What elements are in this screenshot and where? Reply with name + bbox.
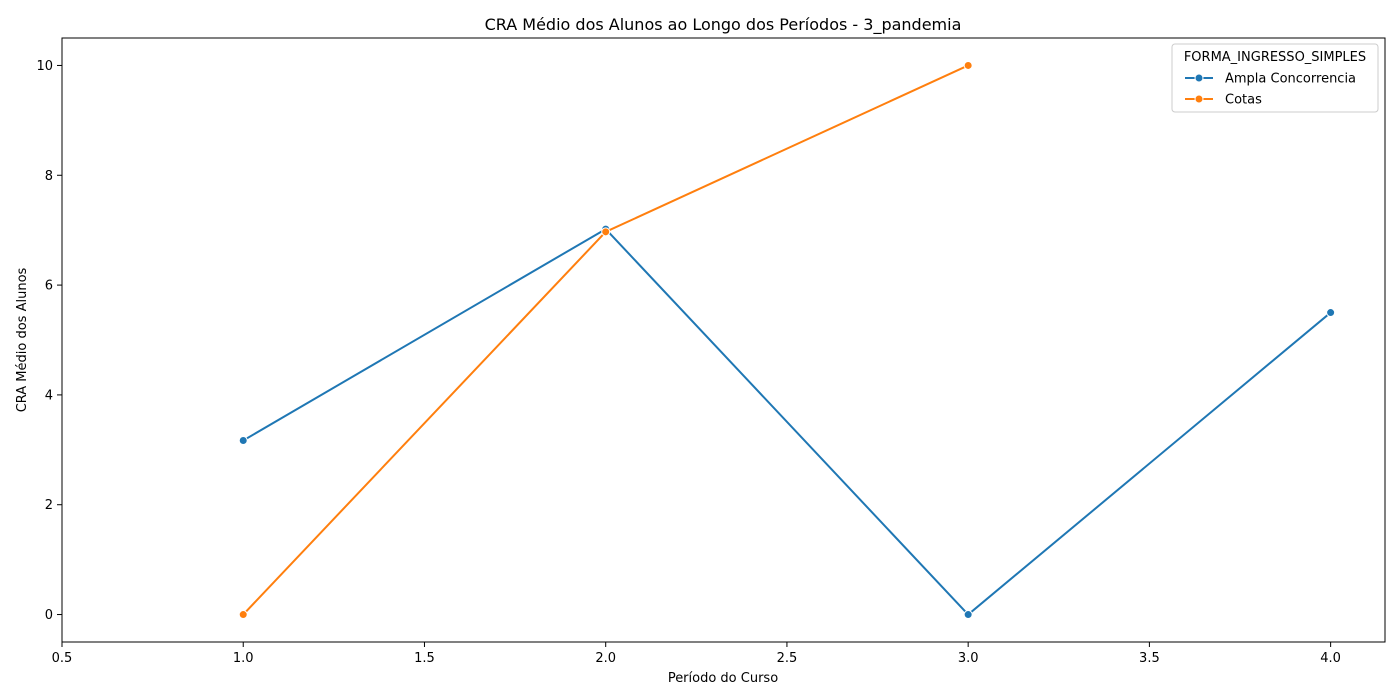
x-tick-label: 2.5 <box>777 651 798 666</box>
data-point <box>963 60 973 70</box>
data-point <box>963 610 973 620</box>
series-ampla-concorrencia <box>238 224 1336 620</box>
data-point <box>1326 308 1336 318</box>
x-tick-label: 3.0 <box>958 651 979 666</box>
x-tick-label: 1.5 <box>414 651 435 666</box>
y-axis-ticks: 0 2 4 6 8 10 <box>36 59 62 623</box>
x-axis-title: Período do Curso <box>668 671 778 686</box>
x-axis-ticks: 0.5 1.0 1.5 2.0 2.5 3.0 3.5 4.0 <box>52 642 1341 666</box>
series-line <box>242 64 969 616</box>
y-tick-label: 2 <box>45 498 53 513</box>
x-tick-label: 2.0 <box>595 651 616 666</box>
data-point <box>601 227 611 237</box>
y-tick-label: 8 <box>45 169 53 184</box>
data-point <box>238 610 248 620</box>
y-axis-title: CRA Médio dos Alunos <box>15 267 30 412</box>
plot-border <box>61 37 1386 643</box>
y-tick-label: 10 <box>36 59 53 74</box>
legend-items: Ampla Concorrencia Cotas <box>1185 72 1356 108</box>
legend-label: Cotas <box>1225 93 1262 108</box>
legend-marker <box>1194 94 1204 104</box>
legend-item: Cotas <box>1185 93 1262 108</box>
legend-box <box>1171 43 1379 113</box>
x-tick-label: 0.5 <box>52 651 73 666</box>
legend-marker <box>1194 73 1204 83</box>
legend-item: Ampla Concorrencia <box>1185 72 1356 87</box>
data-point <box>238 435 248 445</box>
legend: FORMA_INGRESSO_SIMPLES Ampla Concorrenci… <box>1171 43 1379 113</box>
y-tick-label: 4 <box>45 388 53 403</box>
legend-label: Ampla Concorrencia <box>1225 72 1356 87</box>
x-tick-label: 4.0 <box>1320 651 1341 666</box>
legend-title: FORMA_INGRESSO_SIMPLES <box>1184 50 1366 65</box>
x-tick-label: 3.5 <box>1139 651 1160 666</box>
x-tick-label: 1.0 <box>233 651 254 666</box>
y-tick-label: 0 <box>45 608 53 623</box>
plot-area <box>61 37 1386 643</box>
chart-title: CRA Médio dos Alunos ao Longo dos Períod… <box>485 15 962 35</box>
series-layer <box>238 60 1336 620</box>
y-tick-label: 6 <box>45 279 53 294</box>
series-cotas <box>238 60 973 620</box>
series-line <box>242 228 1332 616</box>
